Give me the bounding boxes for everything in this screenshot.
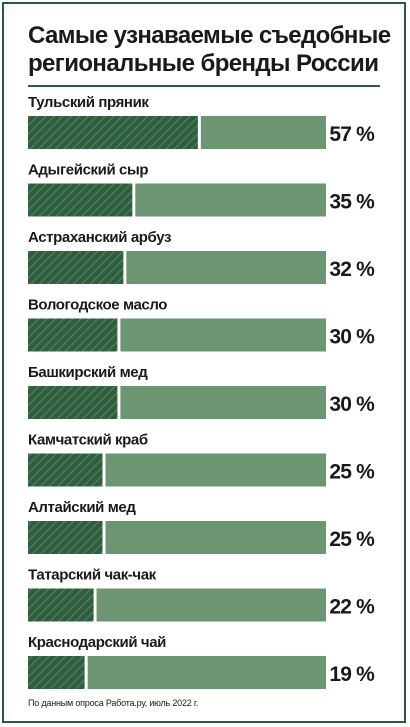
bar-remainder xyxy=(120,318,327,352)
category-label: Камчатский краб xyxy=(28,432,148,449)
value-label: 19 % xyxy=(329,663,375,686)
value-label: 22 % xyxy=(329,596,375,619)
bar-remainder xyxy=(105,521,326,554)
bar-value xyxy=(28,386,118,419)
bar-remainder xyxy=(120,386,327,419)
bar-remainder xyxy=(96,588,326,622)
value-label: 32 % xyxy=(329,258,375,281)
bar-remainder xyxy=(200,116,326,149)
category-label: Краснодарский чай xyxy=(28,634,166,651)
category-label: Алтайский мед xyxy=(28,499,136,516)
bar-remainder xyxy=(126,251,326,284)
category-label: Астраханский арбуз xyxy=(28,229,171,246)
source-footnote: По данным опроса Работа.ру, июль 2022 г. xyxy=(28,698,199,708)
bar-value xyxy=(28,521,103,554)
title-divider xyxy=(28,85,380,87)
value-label: 25 % xyxy=(329,461,375,484)
bar-remainder xyxy=(87,656,327,689)
bar-value xyxy=(28,588,94,622)
bar-remainder xyxy=(105,453,326,487)
value-label: 30 % xyxy=(329,326,375,349)
bar-remainder xyxy=(135,183,326,217)
bar-value xyxy=(28,251,124,284)
category-label: Башкирский мед xyxy=(28,364,148,381)
value-label: 35 % xyxy=(329,191,375,214)
value-label: 25 % xyxy=(329,528,375,551)
value-label: 57 % xyxy=(329,123,375,146)
value-label: 30 % xyxy=(329,393,375,416)
bar-value xyxy=(28,453,103,487)
bar-value xyxy=(28,656,85,689)
chart-title: Самые узнаваемые съедобные региональные … xyxy=(28,22,391,77)
category-label: Адыгейский сыр xyxy=(28,162,148,179)
bar-value xyxy=(28,318,118,352)
category-label: Вологодское масло xyxy=(28,297,167,314)
category-label: Тульский пряник xyxy=(28,94,149,111)
bar-value xyxy=(28,183,133,217)
category-label: Татарский чак-чак xyxy=(28,567,157,584)
bar-value xyxy=(28,116,198,149)
